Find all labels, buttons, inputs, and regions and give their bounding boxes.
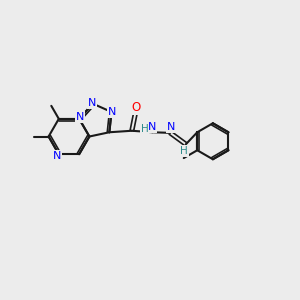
- Text: H: H: [141, 124, 148, 134]
- Text: N: N: [88, 98, 96, 108]
- Text: N: N: [167, 122, 175, 133]
- Text: N: N: [76, 112, 84, 122]
- Text: H: H: [181, 146, 188, 156]
- Text: N: N: [53, 151, 61, 161]
- Text: O: O: [131, 101, 141, 114]
- Text: N: N: [108, 107, 116, 117]
- Text: N: N: [148, 122, 156, 132]
